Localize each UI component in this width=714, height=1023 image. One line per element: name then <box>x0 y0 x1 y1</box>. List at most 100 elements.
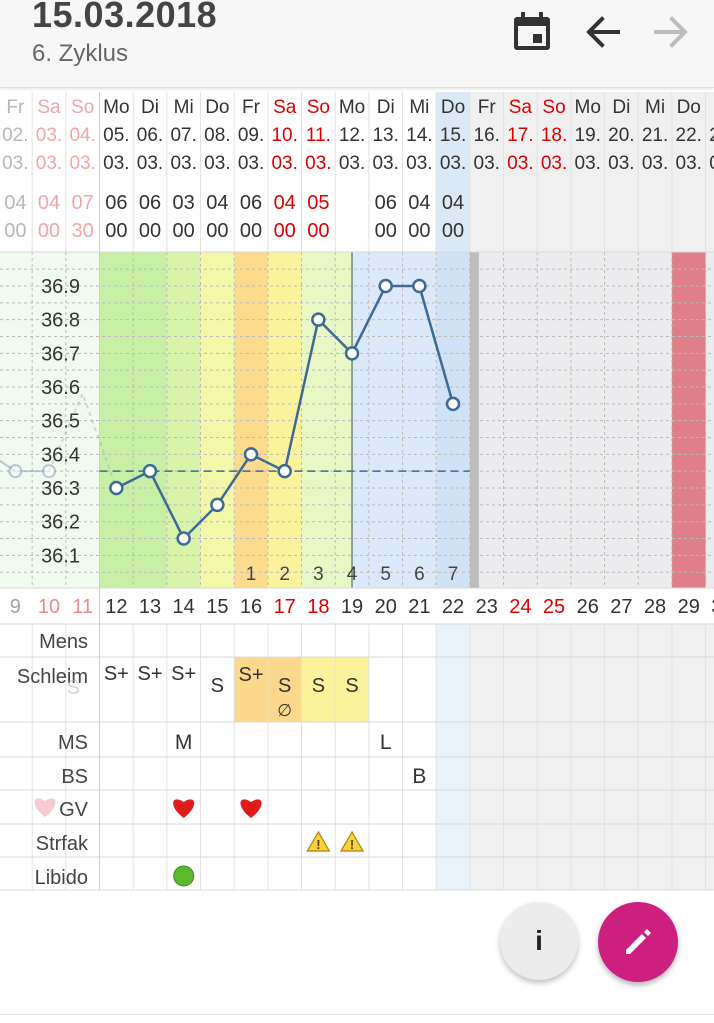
temp-point[interactable] <box>210 497 225 513</box>
day-label: 21. <box>642 125 668 146</box>
weekday-label: Mi <box>645 97 665 118</box>
temp-point[interactable] <box>176 531 191 546</box>
weekday-label: Mi <box>174 97 194 118</box>
schleim-value: S+ <box>171 663 196 685</box>
schleim-faded-label: S <box>67 677 80 699</box>
temp-point[interactable] <box>109 480 124 496</box>
day-label: 22. <box>676 125 702 146</box>
cycle-day-label: 22 <box>442 596 464 618</box>
bs-value: B <box>412 765 426 788</box>
prev-cycle-zone <box>0 252 100 588</box>
weekday-label: Fr <box>6 97 25 118</box>
time-hour-label: 04 <box>206 192 228 214</box>
cycle-day-label: 24 <box>509 596 531 618</box>
month-label: 03. <box>271 153 297 174</box>
temp-point[interactable] <box>142 463 158 479</box>
month-label: 03. <box>69 153 95 174</box>
time-hour-label: 04 <box>274 192 296 214</box>
cycle-day-label: 14 <box>173 596 195 618</box>
post-ovulation-zone <box>352 252 437 588</box>
temp-point[interactable] <box>412 278 427 294</box>
weekday-label: Sa <box>509 97 533 118</box>
month-label: 03. <box>507 153 533 174</box>
time-minute-label: 00 <box>375 220 397 242</box>
day-label: 23. <box>709 125 714 146</box>
time-hour-label: 06 <box>375 192 397 214</box>
temp-point[interactable] <box>311 312 326 327</box>
ms-value: M <box>175 731 193 754</box>
time-hour-label: 06 <box>105 192 127 214</box>
temp-point[interactable] <box>445 396 461 412</box>
current-date: 15.03.2018 <box>32 0 218 35</box>
calendar-icon[interactable] <box>508 8 556 56</box>
arrow-right-icon[interactable] <box>646 8 694 56</box>
plot-zone <box>234 252 268 588</box>
weekday-label: Di <box>141 97 159 118</box>
cycle-day-label: 21 <box>408 596 430 618</box>
month-label: 03. <box>204 153 230 174</box>
weekday-label: Mi <box>409 97 429 118</box>
time-minute-label: 00 <box>442 220 464 242</box>
cycle-day-label: 30 <box>711 596 714 618</box>
schleim-value: S+ <box>137 663 162 685</box>
schleim-value: S+ <box>104 663 129 685</box>
prev-temp-point <box>8 464 23 479</box>
info-button[interactable]: i <box>500 902 578 980</box>
time-minute-label: 00 <box>105 220 127 242</box>
schleim-sub-value: ∅ <box>277 701 292 720</box>
cycle-day-label: 19 <box>341 596 363 618</box>
y-tick-label: 36.4 <box>41 444 80 466</box>
temp-point[interactable] <box>378 278 393 294</box>
schleim-value: S <box>312 675 325 697</box>
y-tick-label: 36.6 <box>41 377 80 399</box>
time-minute-label: 00 <box>206 220 228 242</box>
phase-day-number: 2 <box>279 564 290 585</box>
month-label: 03. <box>642 153 668 174</box>
weekday-label: Fr <box>242 97 261 118</box>
temp-point[interactable] <box>277 463 292 479</box>
warning-icon: ! <box>306 830 331 852</box>
cycle-chart[interactable]: Fr 02. 03. 04 00 9 Sa 03. 03. 04 00 10 So 04. 03. 07 30 1… <box>0 89 714 1014</box>
heart-icon <box>173 799 195 818</box>
cycle-day-label: 12 <box>105 596 127 618</box>
weekday-label: So <box>542 97 565 118</box>
weekday-label: Mo <box>103 97 129 118</box>
cycle-day-label: 16 <box>240 596 262 618</box>
obs-row-label: Libido <box>35 867 88 889</box>
month-label: 03. <box>170 153 196 174</box>
today-column <box>436 252 470 588</box>
obs-row-label: MS <box>58 732 88 754</box>
time-hour-label: 03 <box>173 192 195 214</box>
prev-temp-point <box>42 464 57 479</box>
month-label: 03. <box>406 153 432 174</box>
time-minute-label: 00 <box>240 220 262 242</box>
day-label: 05. <box>103 125 129 146</box>
time-minute-label: 30 <box>72 220 94 242</box>
month-label: 03. <box>137 153 163 174</box>
phase-day-number: 1 <box>246 564 257 585</box>
today-header <box>436 92 470 252</box>
temp-point[interactable] <box>243 447 259 462</box>
time-hour-label: 04 <box>4 192 26 214</box>
weekday-label: Di <box>377 97 395 118</box>
phase-day-number: 5 <box>380 564 391 585</box>
weekday-label: So <box>307 97 330 118</box>
day-label: 17. <box>507 125 533 146</box>
day-label: 07. <box>170 125 196 146</box>
phase-day-number: 6 <box>414 564 425 585</box>
day-label: 14. <box>406 125 432 146</box>
plot-zone <box>200 252 235 588</box>
day-label: 13. <box>372 125 398 146</box>
y-tick-label: 36.7 <box>41 343 80 365</box>
temp-point[interactable] <box>344 346 360 361</box>
obs-row-label: Schleim <box>17 666 88 688</box>
y-tick-label: 36.3 <box>41 478 80 500</box>
month-label: 03. <box>36 153 62 174</box>
month-label: 03. <box>676 153 702 174</box>
obs-row-label: Strfak <box>36 833 89 855</box>
warning-icon: ! <box>339 830 365 852</box>
cycle-day-label: 15 <box>206 596 228 618</box>
time-hour-label: 07 <box>72 192 94 214</box>
edit-button[interactable] <box>598 902 678 982</box>
arrow-left-icon[interactable] <box>580 8 628 56</box>
